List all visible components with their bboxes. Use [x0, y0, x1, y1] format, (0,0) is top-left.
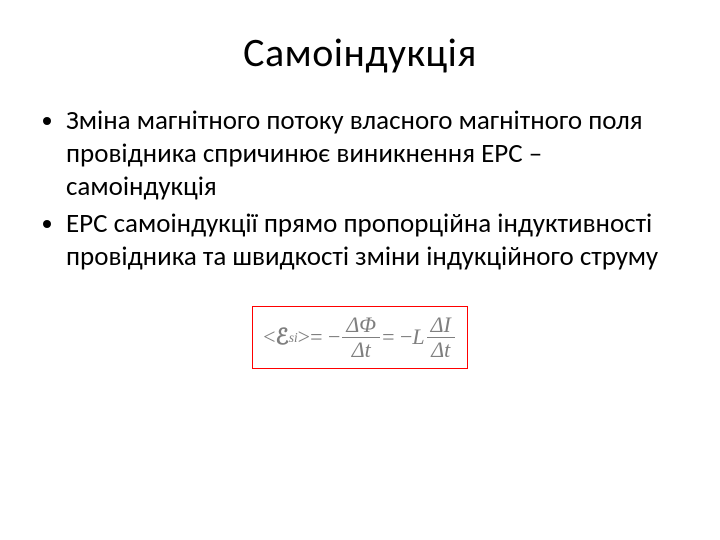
eq-minus-2: = − [382, 326, 412, 348]
inductance-L: L [412, 326, 424, 348]
slide-title: Самоіндукція [30, 28, 690, 77]
fraction-1: ΔΦ Δt [342, 313, 380, 362]
list-item: Зміна магнітного потоку власного магнітн… [66, 105, 690, 204]
angle-close: > [298, 326, 310, 348]
slide: Самоіндукція Зміна магнітного потоку вла… [0, 0, 720, 540]
emf-subscript: si [289, 331, 298, 344]
formula-box: < ℰ si > = − ΔΦ Δt = − L ΔI Δt [252, 306, 468, 369]
frac1-num: ΔΦ [342, 313, 380, 338]
list-item: ЕРС самоіндукції прямо пропорційна індук… [66, 208, 690, 274]
eq-minus-1: = − [310, 326, 340, 348]
fraction-2: ΔI Δt [427, 313, 455, 362]
frac1-den: Δt [348, 338, 375, 362]
angle-open: < [263, 326, 275, 348]
frac2-den: Δt [427, 338, 454, 362]
emf-symbol: ℰ [276, 326, 289, 348]
bullet-list: Зміна магнітного потоку власного магнітн… [30, 105, 690, 274]
formula-container: < ℰ si > = − ΔΦ Δt = − L ΔI Δt [30, 306, 690, 369]
frac2-num: ΔI [427, 313, 455, 338]
